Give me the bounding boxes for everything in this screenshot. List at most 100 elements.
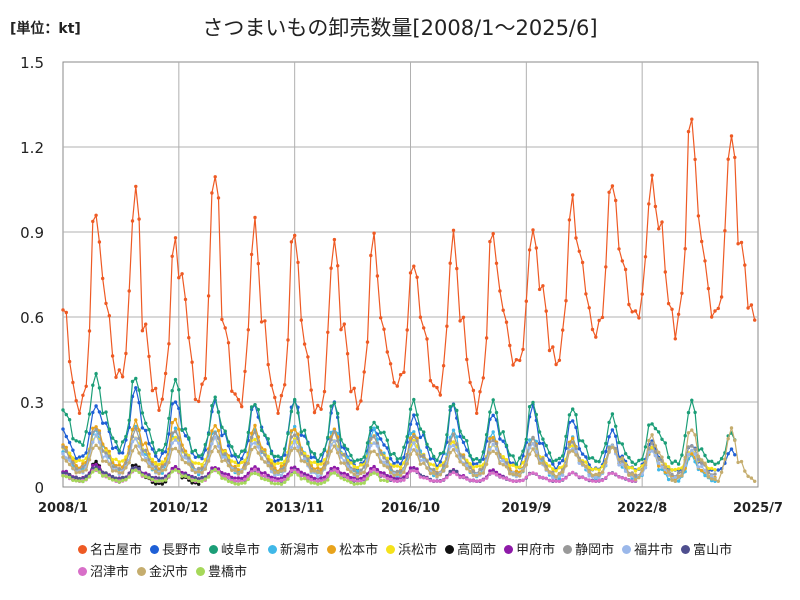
series-point xyxy=(451,448,456,452)
series-point xyxy=(240,470,244,474)
series-point xyxy=(293,433,297,437)
series-point xyxy=(140,473,145,477)
series-point xyxy=(508,478,512,482)
series-point xyxy=(643,466,648,470)
series-point xyxy=(438,451,442,456)
series-point xyxy=(200,476,204,480)
series-point xyxy=(465,463,469,468)
series-point xyxy=(693,447,697,451)
series-point xyxy=(580,452,585,456)
series-point xyxy=(604,441,608,446)
series-point xyxy=(302,459,307,464)
series-point xyxy=(458,460,462,464)
series-point xyxy=(276,470,280,475)
series-point xyxy=(362,370,366,374)
series-point xyxy=(571,436,575,440)
series-point xyxy=(379,478,383,482)
series-point xyxy=(514,358,519,362)
series-point xyxy=(336,469,340,474)
series-point xyxy=(259,449,264,454)
series-point xyxy=(352,468,356,472)
series-point xyxy=(571,470,575,475)
series-point xyxy=(140,458,145,462)
series-point xyxy=(614,434,618,438)
legend-item: 金沢市 xyxy=(137,562,188,584)
series-point xyxy=(551,472,555,476)
series-point xyxy=(408,469,413,473)
series-point xyxy=(362,474,366,478)
series-point xyxy=(584,477,588,481)
series-point xyxy=(392,473,396,478)
series-point xyxy=(408,271,413,275)
series-point xyxy=(428,378,433,383)
series-point xyxy=(362,477,366,481)
series-point xyxy=(279,457,284,461)
series-point xyxy=(226,475,231,480)
series-point xyxy=(216,470,221,475)
series-point xyxy=(216,449,221,454)
series-point xyxy=(293,446,297,450)
series-point xyxy=(448,405,452,409)
x-tick-label: 2016/10 xyxy=(381,501,440,516)
series-point xyxy=(594,335,598,339)
series-point xyxy=(478,390,482,394)
series-point xyxy=(484,462,489,466)
series-point xyxy=(577,438,581,443)
series-point xyxy=(640,292,644,296)
series-point xyxy=(246,477,250,481)
series-point xyxy=(448,469,452,474)
series-point xyxy=(488,447,492,452)
series-point xyxy=(673,479,677,483)
series-point xyxy=(77,458,82,462)
legend-label: 甲府市 xyxy=(516,543,556,558)
series-point xyxy=(614,424,618,428)
series-point xyxy=(666,301,671,306)
series-point xyxy=(650,422,654,426)
series-point xyxy=(180,448,184,452)
series-point xyxy=(488,437,492,441)
series-point xyxy=(259,320,264,324)
series-point xyxy=(408,422,413,426)
series-point xyxy=(345,447,350,451)
series-point xyxy=(210,191,214,195)
series-point xyxy=(630,310,634,314)
legend-label: 長野市 xyxy=(162,543,202,558)
series-point xyxy=(253,215,257,220)
series-point xyxy=(653,449,658,454)
series-point xyxy=(385,456,389,460)
series-point xyxy=(564,476,568,480)
series-point xyxy=(312,469,317,473)
series-point xyxy=(398,473,403,477)
series-point xyxy=(342,461,346,465)
series-point xyxy=(197,479,201,484)
series-point xyxy=(372,449,376,453)
series-point xyxy=(488,239,492,244)
series-point xyxy=(67,451,72,455)
series-point xyxy=(432,467,436,472)
series-point xyxy=(200,479,204,483)
series-point xyxy=(322,389,327,394)
series-point xyxy=(749,303,754,307)
series-point xyxy=(362,481,366,485)
series-point xyxy=(511,479,515,483)
series-point xyxy=(501,463,505,467)
legend-marker-icon xyxy=(268,545,278,554)
series-point xyxy=(263,477,267,482)
series-point xyxy=(693,452,697,456)
series-point xyxy=(269,481,274,485)
series-point xyxy=(279,478,284,483)
series-point xyxy=(226,479,231,483)
series-point xyxy=(594,475,598,480)
series-point xyxy=(607,190,611,194)
series-point xyxy=(398,478,403,483)
series-point xyxy=(253,437,257,442)
series-point xyxy=(130,440,135,444)
series-point xyxy=(372,464,376,469)
series-point xyxy=(706,459,711,463)
series-point xyxy=(256,440,260,444)
series-point xyxy=(253,403,257,407)
series-point xyxy=(455,448,459,452)
series-point xyxy=(276,481,280,486)
series-point xyxy=(696,454,701,458)
series-point xyxy=(97,386,102,390)
